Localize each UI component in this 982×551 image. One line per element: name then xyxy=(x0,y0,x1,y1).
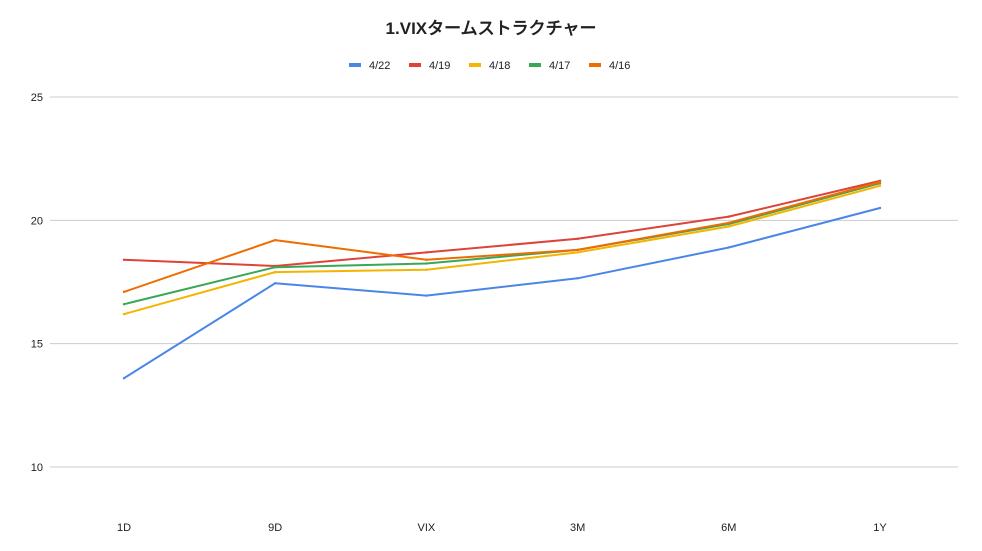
data-point xyxy=(727,221,730,224)
data-point xyxy=(122,290,126,294)
legend-label: 4/18 xyxy=(489,60,510,72)
data-point xyxy=(122,258,126,261)
legend-label: 4/16 xyxy=(609,60,630,72)
data-point xyxy=(878,184,882,187)
series-line-4-16 xyxy=(123,181,881,293)
legend-item: 4/17 xyxy=(529,60,570,72)
x-tick-label: 3M xyxy=(570,522,585,534)
x-tick-label: 1Y xyxy=(873,522,887,534)
gridlines xyxy=(50,96,958,468)
legend-item: 4/19 xyxy=(409,60,450,72)
y-tick-label: 25 xyxy=(31,92,43,104)
legend-swatch xyxy=(529,63,541,67)
series-line-4-18 xyxy=(123,184,881,316)
series-line-4-19 xyxy=(123,179,881,267)
legend-item: 4/22 xyxy=(349,60,390,72)
x-tick-label: 6M xyxy=(721,522,736,534)
data-point xyxy=(727,225,730,228)
data-point xyxy=(576,237,579,241)
x-tick-label: 1D xyxy=(117,522,131,534)
y-axis-ticks: 10 15 20 25 xyxy=(31,92,43,474)
data-point xyxy=(878,180,882,184)
data-point xyxy=(274,282,277,285)
legend-label: 4/22 xyxy=(369,60,390,72)
series-line-4-17 xyxy=(123,182,881,306)
y-tick-label: 20 xyxy=(31,215,43,227)
data-point xyxy=(425,258,428,261)
data-point xyxy=(576,248,579,252)
data-point xyxy=(122,312,126,316)
legend-label: 4/19 xyxy=(429,60,450,72)
data-point xyxy=(727,246,730,249)
legend-swatch xyxy=(349,63,361,67)
y-tick-label: 10 xyxy=(31,462,43,474)
data-point xyxy=(425,262,428,265)
data-point xyxy=(727,215,730,218)
series-line-4-22 xyxy=(123,207,881,380)
data-point xyxy=(425,251,428,254)
chart-title: 1.VIXタームストラクチャー xyxy=(386,19,597,38)
legend-item: 4/18 xyxy=(469,60,510,72)
x-axis-ticks: 1D 9D VIX 3M 6M 1Y xyxy=(117,522,887,534)
legend-swatch xyxy=(589,63,601,67)
data-point xyxy=(122,303,126,306)
data-point xyxy=(576,251,579,254)
legend-label: 4/17 xyxy=(549,60,570,72)
y-tick-label: 15 xyxy=(31,339,43,351)
data-point xyxy=(425,268,428,271)
data-point xyxy=(425,294,428,297)
x-tick-label: 9D xyxy=(268,522,282,534)
data-point xyxy=(878,206,882,210)
data-point xyxy=(274,266,277,269)
data-point xyxy=(274,270,277,274)
legend-swatch xyxy=(409,63,421,67)
series-lines xyxy=(122,179,882,380)
data-point xyxy=(274,238,277,242)
data-point xyxy=(576,277,579,280)
x-tick-label: VIX xyxy=(418,522,436,534)
legend-swatch xyxy=(469,63,481,67)
legend: 4/22 4/19 4/18 4/17 4/16 xyxy=(349,60,630,72)
legend-item: 4/16 xyxy=(589,60,630,72)
data-point xyxy=(122,377,126,380)
